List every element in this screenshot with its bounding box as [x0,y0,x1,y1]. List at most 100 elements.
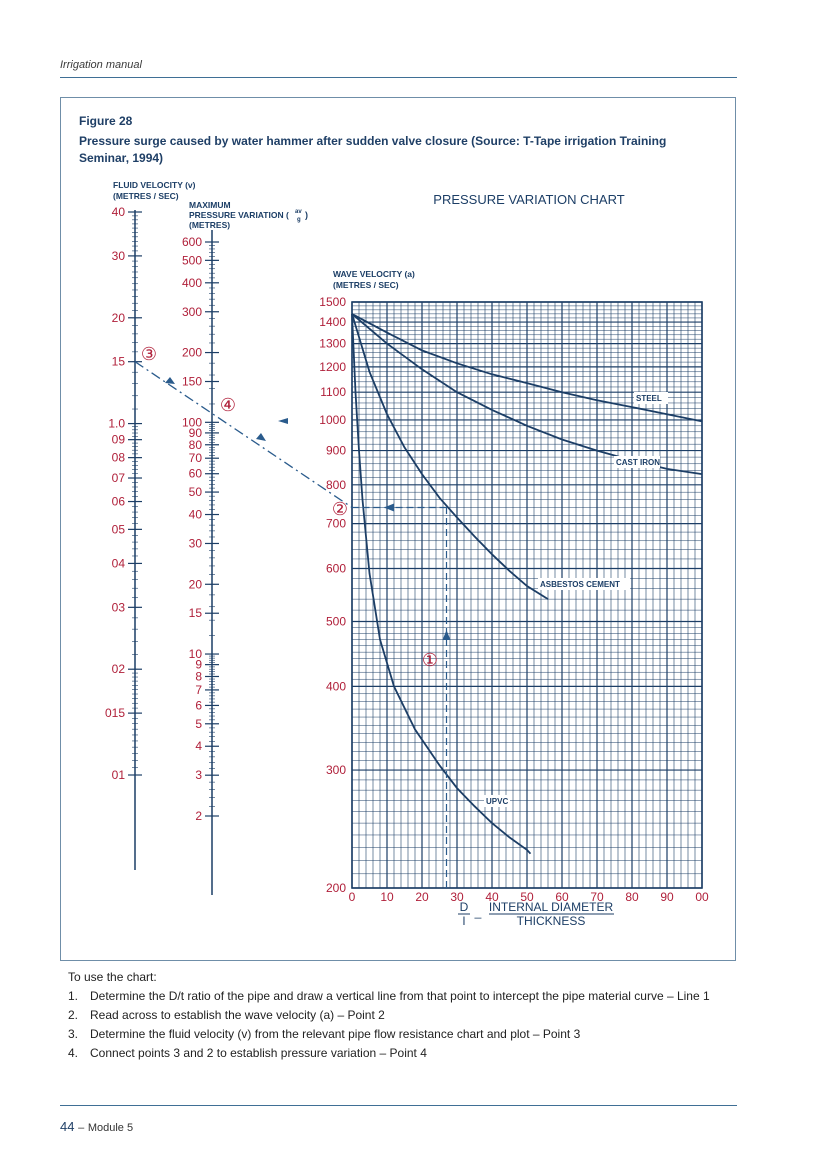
pressure-tick-label: 600 [182,235,202,249]
wave-velocity-tick-label: 1200 [319,360,346,374]
fluid-velocity-unit: (METRES / SEC) [113,191,179,201]
series-label: UPVC [486,797,508,806]
fluid-velocity-tick-label: 1.0 [108,417,125,431]
ratio-label-thickness: THICKNESS [517,914,586,928]
pressure-tick-label: 150 [182,375,202,389]
step-number: 4. [68,1046,79,1060]
pressure-label-variation: PRESSURE VARIATION ( [189,210,289,220]
wave-velocity-tick-label: 400 [326,679,346,693]
series-label: ASBESTOS CEMENT [540,580,620,589]
ratio-label-dash: _ [474,905,482,919]
series-curve-steel [351,313,703,423]
point-1-marker: ① [422,650,438,670]
header-divider [60,77,737,78]
wave-velocity-tick-label: 900 [326,444,346,458]
page-number: 44 [60,1119,75,1134]
point-4-marker: ④ [220,395,236,415]
ratio-tick-label: 0 [349,890,356,904]
instructions-intro: To use the chart: [68,970,157,984]
pressure-tick-label: 9 [195,658,202,672]
step-text: Determine the D/t ratio of the pipe and … [90,989,710,1003]
series-curve-upvc [351,313,532,855]
fluid-velocity-tick-label: 01 [112,768,126,782]
ratio-tick-label: 70 [590,890,604,904]
pressure-tick-label: 500 [182,253,202,267]
pressure-label-maximum: MAXIMUM [189,200,231,210]
fluid-velocity-tick-label: 07 [112,471,126,485]
pressure-tick-label: 4 [195,739,202,753]
pressure-label-close-paren: ) [305,210,308,220]
pressure-tick-label: 40 [189,508,203,522]
pressure-tick-label: 3 [195,768,202,782]
pressure-tick-label: 300 [182,305,202,319]
fluid-velocity-tick-label: 15 [112,355,126,369]
line-1-arrow-icon [442,630,451,640]
wave-velocity-axis-unit: (METRES / SEC) [333,280,399,290]
wave-velocity-tick-label: 1000 [319,413,346,427]
ratio-label-d: D [460,900,469,914]
wave-velocity-tick-label: 1300 [319,337,346,351]
wave-velocity-axis-label: WAVE VELOCITY (a) [333,269,415,279]
step-text: Read across to establish the wave veloci… [90,1008,385,1022]
wave-velocity-tick-label: 1100 [320,385,346,399]
point-2-arrow-icon [384,503,394,512]
fluid-velocity-tick-label: 40 [112,205,126,219]
series-label: CAST IRON [616,458,660,467]
pressure-tick-label: 8 [195,669,202,683]
pressure-tick-label: 50 [189,485,203,499]
pressure-tick-label: 100 [182,415,202,429]
figure-caption: Pressure surge caused by water hammer af… [79,134,667,165]
instruction-step: 4. Connect points 3 and 2 to establish pr… [68,1045,748,1061]
fluid-velocity-label: FLUID VELOCITY (v) [113,180,196,190]
step-text: Connect points 3 and 2 to establish pres… [90,1046,427,1060]
fluid-velocity-tick-label: 08 [112,451,126,465]
fluid-velocity-tick-label: 04 [112,556,126,570]
wave-velocity-tick-label: 600 [326,561,346,575]
point-2-marker: ② [332,499,348,519]
ratio-tick-label: 90 [660,890,674,904]
figure-frame [60,97,736,961]
series-label: STEEL [636,394,662,403]
connecting-line-point3-to-point2 [134,361,353,509]
ratio-label-internal-diameter: INTERNAL DIAMETER [489,900,614,914]
fluid-velocity-tick-label: 09 [112,433,126,447]
ratio-tick-label: 00 [695,890,709,904]
series-label-background [614,456,660,468]
fluid-velocity-tick-label: 02 [112,662,126,676]
pointer-arrow-icon [278,418,288,424]
wave-velocity-tick-label: 1500 [319,295,346,309]
figure-label: Figure 28 [79,114,133,128]
ratio-tick-label: 60 [555,890,569,904]
fluid-velocity-tick-label: 05 [112,522,126,536]
fluid-velocity-tick-label: 06 [112,495,126,509]
grid-frame [351,301,703,889]
series-label-background [634,392,668,404]
connect-arrow-icon [165,377,175,384]
step-number: 2. [68,1008,79,1022]
pressure-tick-label: 400 [182,276,202,290]
step-number: 1. [68,989,79,1003]
series-curve-asbestos-cement [351,313,549,600]
instructions-steps: 1. Determine the D/t ratio of the pipe an… [68,988,748,1061]
wave-velocity-tick-label: 700 [326,517,346,531]
instruction-step: 2. Read across to establish the wave velo… [68,1007,748,1023]
ratio-label-t: l [463,914,466,928]
instructions: To use the chart: 1. Determine the D/t ra… [68,970,748,1064]
step-text: Determine the fluid velocity (v) from th… [90,1027,581,1041]
ratio-tick-label: 10 [380,890,394,904]
pressure-tick-label: 6 [195,698,202,712]
ratio-tick-label: 50 [520,890,534,904]
pressure-tick-label: 60 [189,467,203,481]
chart-grid [351,301,703,889]
footer-divider [60,1105,737,1106]
instruction-step: 1. Determine the D/t ratio of the pipe an… [68,988,748,1004]
pressure-tick-label: 20 [189,577,203,591]
pressure-tick-label: 5 [195,717,202,731]
fluid-velocity-tick-label: 03 [112,600,126,614]
pressure-tick-label: 30 [189,536,203,550]
pressure-tick-label: 90 [189,426,203,440]
pressure-tick-label: 10 [189,647,203,661]
pressure-tick-label: 200 [182,346,202,360]
ratio-tick-label: 80 [625,890,639,904]
